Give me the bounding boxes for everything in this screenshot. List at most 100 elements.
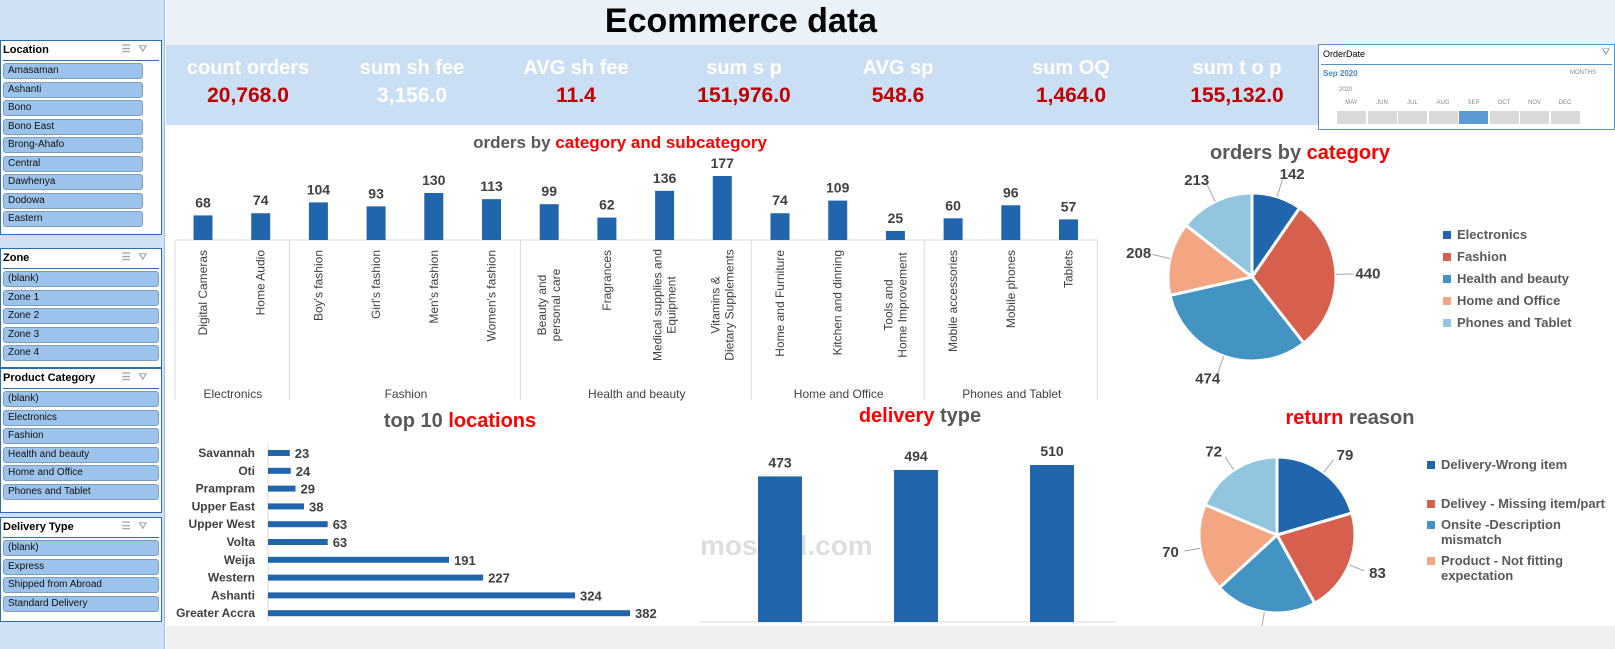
slicer-item[interactable]: Phones and Tablet <box>3 483 159 500</box>
category-label: Western <box>208 571 255 585</box>
timeline-month-cell[interactable] <box>1428 111 1458 124</box>
category-label: Ashanti <box>211 588 255 602</box>
clear-filter-icon[interactable]: ⛛ <box>138 44 155 55</box>
kpi-card: sum OQ 1,464.0 <box>991 57 1151 108</box>
slicer-item[interactable]: Electronics <box>3 409 159 426</box>
slicer-item[interactable]: Shipped from Abroad <box>3 577 159 593</box>
timeline-month-cell[interactable] <box>1367 111 1397 124</box>
slicer-item[interactable]: Zone 2 <box>3 308 159 324</box>
timeline-month-label: NOV <box>1527 100 1541 106</box>
category-label: Girl's fashion <box>369 250 383 319</box>
slicer-item[interactable]: Dawhenya <box>3 174 143 190</box>
slicer-item[interactable]: Central <box>3 155 143 172</box>
data-label: 83 <box>1369 565 1386 582</box>
bar <box>943 218 963 240</box>
legend-item: Onsite -Description mismatch <box>1427 517 1615 547</box>
timeline-month-cell[interactable] <box>1550 111 1580 124</box>
leader-line <box>1224 456 1235 471</box>
category-label-line: personal care <box>549 268 563 341</box>
pie-slice <box>1168 275 1306 363</box>
leader-line <box>1335 273 1354 275</box>
slicer-item[interactable]: Bono <box>3 100 143 116</box>
pie-slice <box>1274 511 1357 606</box>
data-label: 142 <box>1280 166 1305 183</box>
timeline-month-cell[interactable] <box>1459 111 1488 124</box>
leader-line <box>1323 459 1334 473</box>
legend-swatch <box>1443 297 1451 305</box>
kpi-value: 155,132.0 <box>1190 84 1284 107</box>
timeline-month-cell[interactable] <box>1489 111 1519 124</box>
data-label: 213 <box>1184 172 1209 189</box>
data-label: 74 <box>772 192 788 208</box>
clear-filter-icon[interactable]: ⛛ <box>138 521 155 532</box>
category-label-line: Medical supplies and <box>651 249 665 361</box>
group-label: Health and beauty <box>588 387 685 401</box>
category-label: Volta <box>227 535 256 549</box>
pie-slice <box>1197 502 1280 590</box>
orderdate-timeline[interactable]: OrderDate ⛛ Sep 2020 MONTHS 2020 MAY JUN J… <box>1318 44 1615 130</box>
legend-label: Product - Not fitting expectation <box>1441 553 1564 583</box>
category-label: Mobile phones <box>1004 250 1018 328</box>
slicer-title: Product Category <box>3 372 96 384</box>
chart-title-category-subcategory: orders by category and subcategory <box>473 133 767 152</box>
multi-select-icon[interactable]: ☰ <box>121 44 139 55</box>
leader-line <box>1276 179 1283 197</box>
slicer-item[interactable]: Fashion <box>3 428 159 444</box>
data-label: 104 <box>307 181 331 197</box>
category-label: Tablets <box>1062 250 1076 288</box>
title-bar <box>166 0 1615 45</box>
clear-filter-icon[interactable]: ⛛ <box>1601 47 1610 58</box>
slicer-item[interactable]: Zone 1 <box>3 289 159 306</box>
horizontal-scrollbar[interactable] <box>166 626 1615 649</box>
slicer-item[interactable]: (blank) <box>3 271 159 287</box>
category-label-line: Dietary Supplements <box>722 249 736 360</box>
timeline-month-label: AUG <box>1436 100 1450 106</box>
category-label: Upper West <box>189 517 255 531</box>
slicer-item[interactable]: Health and beauty <box>3 446 159 463</box>
slicer-item[interactable]: Dodowa <box>3 192 143 209</box>
slicer-item[interactable]: Standard Delivery <box>3 595 159 612</box>
category-label: Oti <box>238 464 255 478</box>
data-label: 72 <box>1205 444 1222 461</box>
legend-item: Health and beauty <box>1443 271 1615 286</box>
legend-label: Home and Office <box>1457 293 1561 308</box>
slicer-item[interactable]: Bono East <box>3 118 143 135</box>
slicer-item[interactable]: (blank) <box>3 391 159 407</box>
slicer-item[interactable]: Zone 4 <box>3 345 159 361</box>
data-label: 38 <box>309 499 323 514</box>
data-label: 79 <box>1337 447 1354 464</box>
slicer-item[interactable]: Eastern <box>3 211 143 227</box>
slicer-item[interactable]: Zone 3 <box>3 326 159 343</box>
slicer-item[interactable]: Amasaman <box>3 63 143 79</box>
slicer-item[interactable]: Ashanti <box>3 81 143 98</box>
timeline-title: OrderDate <box>1323 49 1366 59</box>
bar <box>268 610 630 617</box>
timeline-level-dropdown[interactable]: MONTHS <box>1570 70 1596 76</box>
timeline-month-cell[interactable] <box>1520 111 1549 124</box>
category-label: Prampram <box>196 482 255 496</box>
multi-select-icon[interactable]: ☰ <box>121 372 139 383</box>
slicer-item[interactable]: Home and Office <box>3 465 159 481</box>
timeline-month-cell[interactable] <box>1398 111 1427 124</box>
slicer-item[interactable]: Brong-Ahafo <box>3 137 143 153</box>
data-label: 63 <box>333 535 347 550</box>
category-label-line: Home Improvement <box>895 252 909 358</box>
bar <box>268 503 305 510</box>
bar <box>894 469 938 622</box>
leader-line <box>1206 185 1216 202</box>
multi-select-icon[interactable]: ☰ <box>121 521 139 532</box>
category-label: Fragrances <box>600 250 614 311</box>
slicer-item[interactable]: (blank) <box>3 540 159 556</box>
kpi-card: AVG sh fee 11.4 <box>496 57 656 108</box>
bar <box>770 213 790 240</box>
slicer-item[interactable]: Express <box>3 558 159 575</box>
data-label: 96 <box>1003 184 1019 200</box>
kpi-value: 3,156.0 <box>376 84 448 107</box>
legend-label: Fashion <box>1457 249 1507 264</box>
multi-select-icon[interactable]: ☰ <box>121 252 139 263</box>
bar <box>193 215 213 240</box>
clear-filter-icon[interactable]: ⛛ <box>138 252 155 263</box>
clear-filter-icon[interactable]: ⛛ <box>138 372 155 383</box>
leader-line <box>1184 547 1201 552</box>
timeline-month-cell[interactable] <box>1337 111 1366 124</box>
